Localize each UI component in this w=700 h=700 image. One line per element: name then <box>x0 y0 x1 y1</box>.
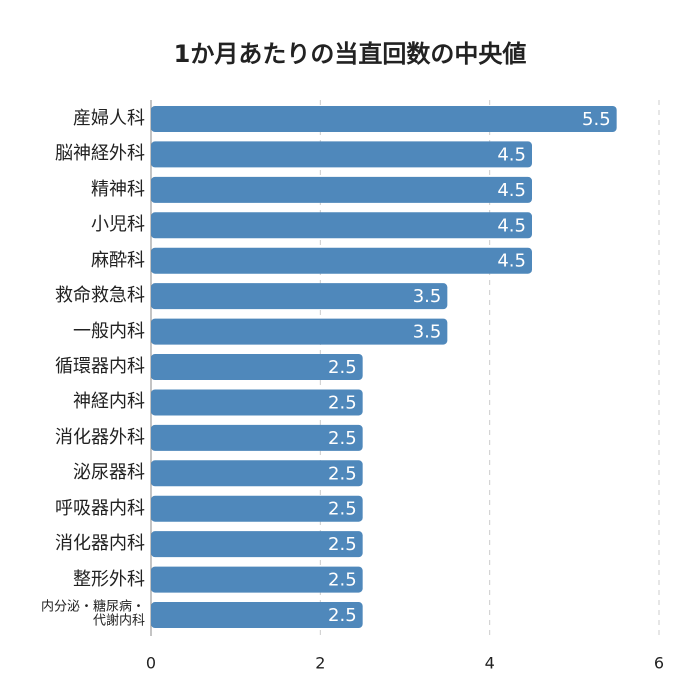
y-tick-label: 消化器内科 <box>55 533 145 555</box>
value-label: 4.5 <box>497 180 526 201</box>
y-tick-label: 救命救急科 <box>55 285 145 307</box>
y-tick-label: 小児科 <box>91 214 145 236</box>
bar <box>151 566 363 593</box>
bar <box>151 141 532 168</box>
chart-title: 1か月あたりの当直回数の中央値 <box>174 40 527 68</box>
y-tick-label: 精神科 <box>91 178 145 200</box>
y-tick-label: 神経内科 <box>73 391 145 413</box>
value-label: 4.5 <box>497 215 526 236</box>
bar <box>151 247 532 274</box>
bar <box>151 354 363 381</box>
value-label: 2.5 <box>328 357 357 378</box>
y-tick-label: 泌尿器科 <box>73 462 145 484</box>
x-tick-label: 0 <box>146 654 156 673</box>
value-label: 2.5 <box>328 534 357 555</box>
bar <box>151 212 532 239</box>
value-label: 5.5 <box>582 109 611 130</box>
y-tick-label: 循環器内科 <box>55 356 145 378</box>
value-label: 2.5 <box>328 605 357 626</box>
bar <box>151 318 448 345</box>
y-tick-label: 消化器外科 <box>55 426 145 448</box>
bar <box>151 176 532 203</box>
bar <box>151 106 617 132</box>
y-tick-label: 麻酔科 <box>91 249 145 271</box>
bar <box>151 424 363 451</box>
value-label: 4.5 <box>497 144 526 165</box>
bar <box>151 389 363 416</box>
x-tick-label: 4 <box>485 654 495 673</box>
y-tick-label: 呼吸器内科 <box>55 497 145 519</box>
value-label: 2.5 <box>328 570 357 591</box>
value-label: 3.5 <box>413 322 442 343</box>
value-label: 2.5 <box>328 428 357 449</box>
x-tick-label: 6 <box>654 654 664 673</box>
y-tick-label: 産婦人科 <box>73 108 145 130</box>
value-label: 2.5 <box>328 499 357 520</box>
x-tick-label: 2 <box>315 654 325 673</box>
y-tick-label: 一般内科 <box>73 320 145 342</box>
bar <box>151 602 363 629</box>
y-tick-label: 内分泌・糖尿病・代謝内科 <box>40 599 145 630</box>
bar <box>151 495 363 522</box>
value-label: 2.5 <box>328 463 357 484</box>
bar <box>151 460 363 487</box>
bar <box>151 283 448 310</box>
value-label: 3.5 <box>413 286 442 307</box>
y-tick-label: 整形外科 <box>73 568 145 590</box>
y-tick-label: 脳神経外科 <box>55 143 145 165</box>
value-label: 4.5 <box>497 251 526 272</box>
bar <box>151 531 363 558</box>
value-label: 2.5 <box>328 392 357 413</box>
